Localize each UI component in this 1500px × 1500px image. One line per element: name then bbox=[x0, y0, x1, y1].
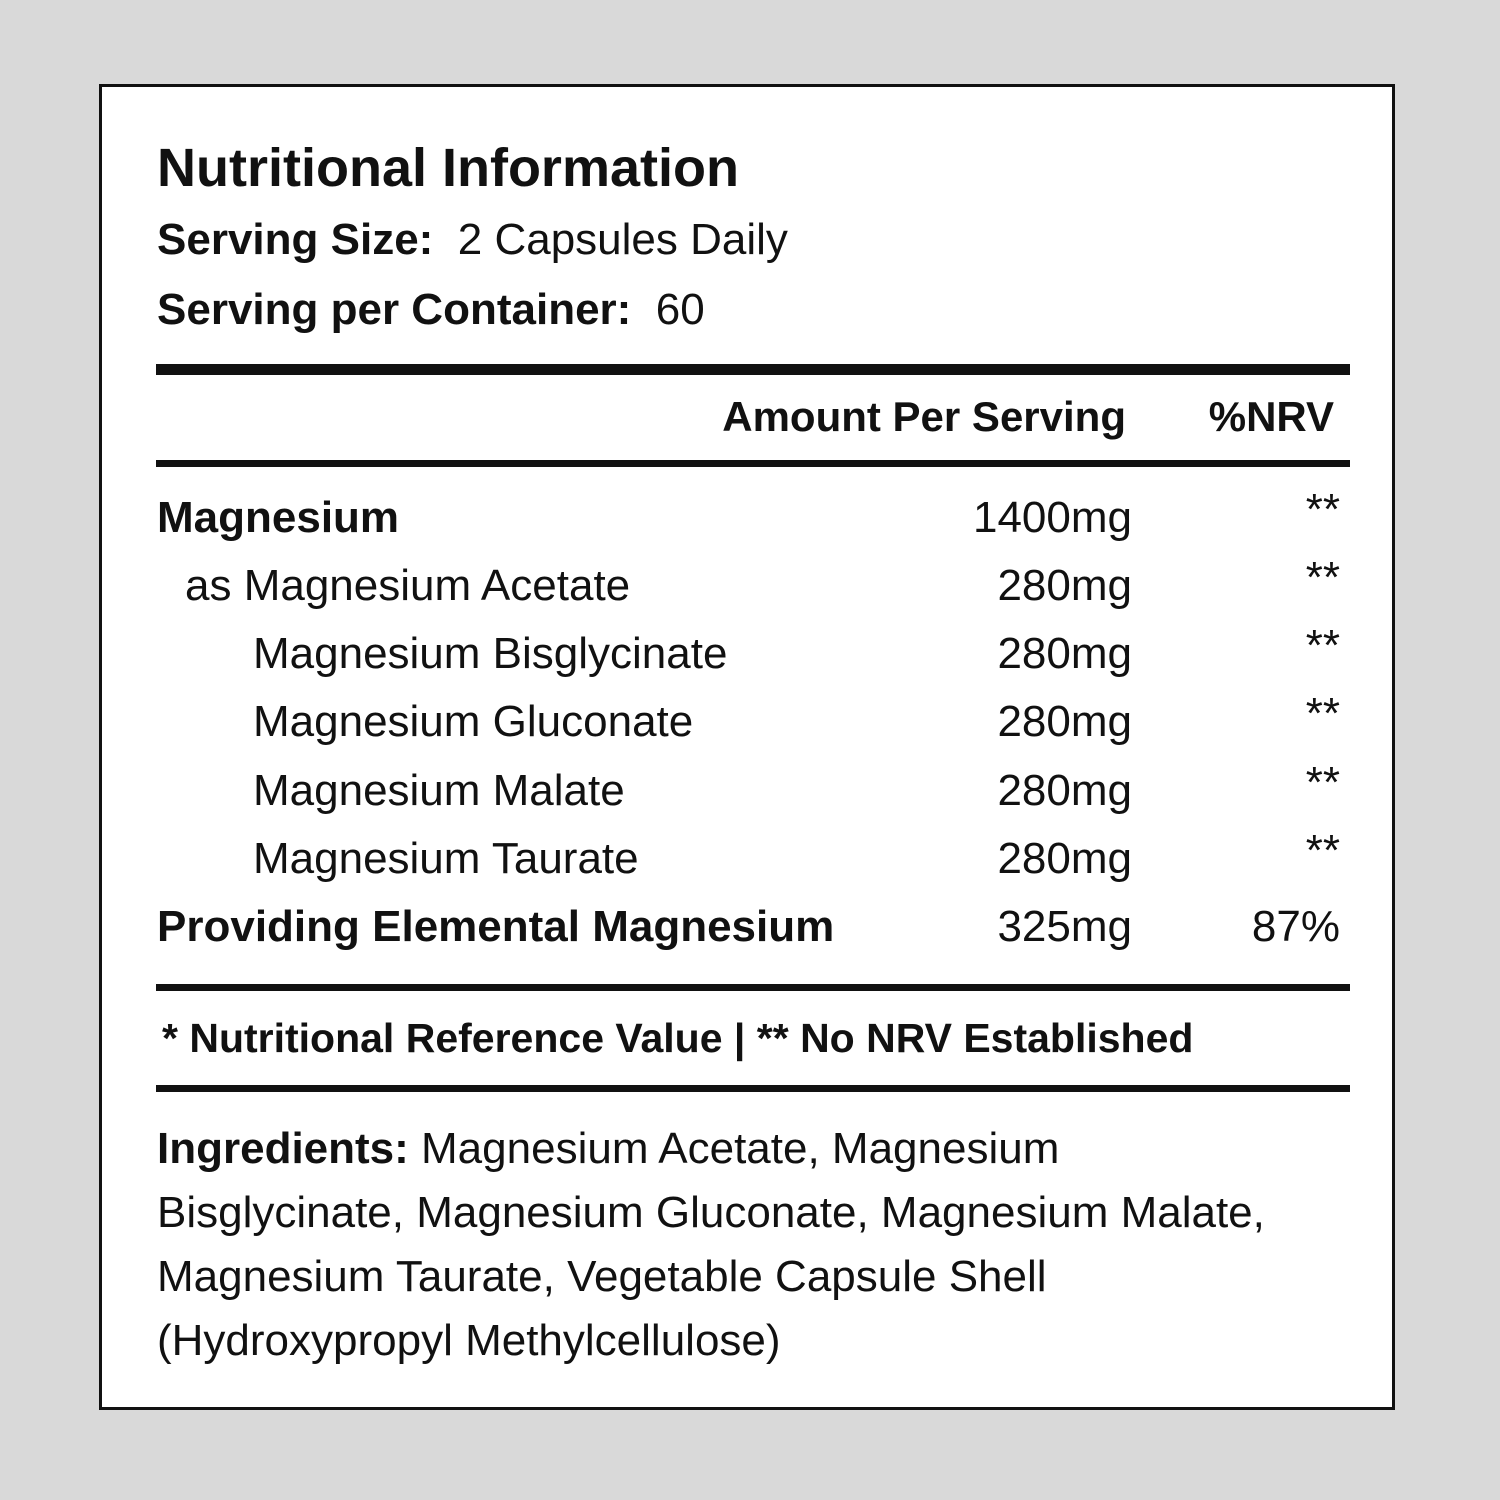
header-amount: Amount Per Serving bbox=[722, 393, 1126, 440]
divider bbox=[156, 1085, 1350, 1092]
nutrient-name: Magnesium Bisglycinate bbox=[253, 629, 728, 678]
serving-size: Serving Size: 2 Capsules Daily bbox=[157, 215, 788, 264]
footnote: * Nutritional Reference Value | ** No NR… bbox=[162, 1015, 1194, 1061]
nutrient-name: as Magnesium Acetate bbox=[185, 561, 631, 610]
divider bbox=[156, 460, 1350, 467]
nutrient-nrv: ** bbox=[1305, 689, 1340, 738]
header-nrv: %NRV bbox=[1208, 393, 1334, 440]
nutrient-amount: 280mg bbox=[997, 834, 1132, 883]
nutrient-nrv: ** bbox=[1305, 553, 1340, 602]
divider bbox=[156, 364, 1350, 375]
nutrient-row: Providing Elemental Magnesium 325mg 87% bbox=[102, 902, 1398, 962]
nutrient-nrv: ** bbox=[1305, 758, 1340, 807]
nutrient-amount: 280mg bbox=[997, 697, 1132, 746]
nutrient-amount: 1400mg bbox=[972, 493, 1132, 542]
nutrient-name: Magnesium Taurate bbox=[253, 834, 639, 883]
nutrient-name: Magnesium bbox=[157, 493, 400, 542]
nutrient-amount: 280mg bbox=[997, 629, 1132, 678]
nutrient-name: Magnesium Malate bbox=[253, 766, 625, 815]
nutrient-row: Magnesium Gluconate 280mg ** bbox=[102, 689, 1398, 757]
nutrient-nrv: ** bbox=[1305, 621, 1340, 670]
nutrient-row: Magnesium Malate 280mg ** bbox=[102, 758, 1398, 826]
label-title: Nutritional Information bbox=[157, 138, 739, 198]
nutrient-nrv: 87% bbox=[1251, 902, 1340, 951]
nutrient-name: Magnesium Gluconate bbox=[253, 697, 694, 746]
nutrition-label-panel: Nutritional Information Serving Size: 2 … bbox=[99, 84, 1395, 1410]
nutrient-row: Magnesium 1400mg ** bbox=[102, 485, 1398, 553]
nutrient-name: Providing Elemental Magnesium bbox=[157, 902, 835, 951]
nutrient-row: as Magnesium Acetate 280mg ** bbox=[102, 553, 1398, 621]
divider bbox=[156, 984, 1350, 991]
servings-per-container: Serving per Container: 60 bbox=[157, 285, 705, 334]
nutrient-nrv: ** bbox=[1305, 485, 1340, 534]
ingredients: Ingredients: Magnesium Acetate, Magnesiu… bbox=[157, 1124, 1265, 1365]
nutrient-amount: 325mg bbox=[997, 902, 1132, 951]
nutrient-row: Magnesium Taurate 280mg ** bbox=[102, 826, 1398, 894]
nutrient-amount: 280mg bbox=[997, 766, 1132, 815]
nutrient-row: Magnesium Bisglycinate 280mg ** bbox=[102, 621, 1398, 689]
nutrient-nrv: ** bbox=[1305, 826, 1340, 875]
nutrient-amount: 280mg bbox=[997, 561, 1132, 610]
